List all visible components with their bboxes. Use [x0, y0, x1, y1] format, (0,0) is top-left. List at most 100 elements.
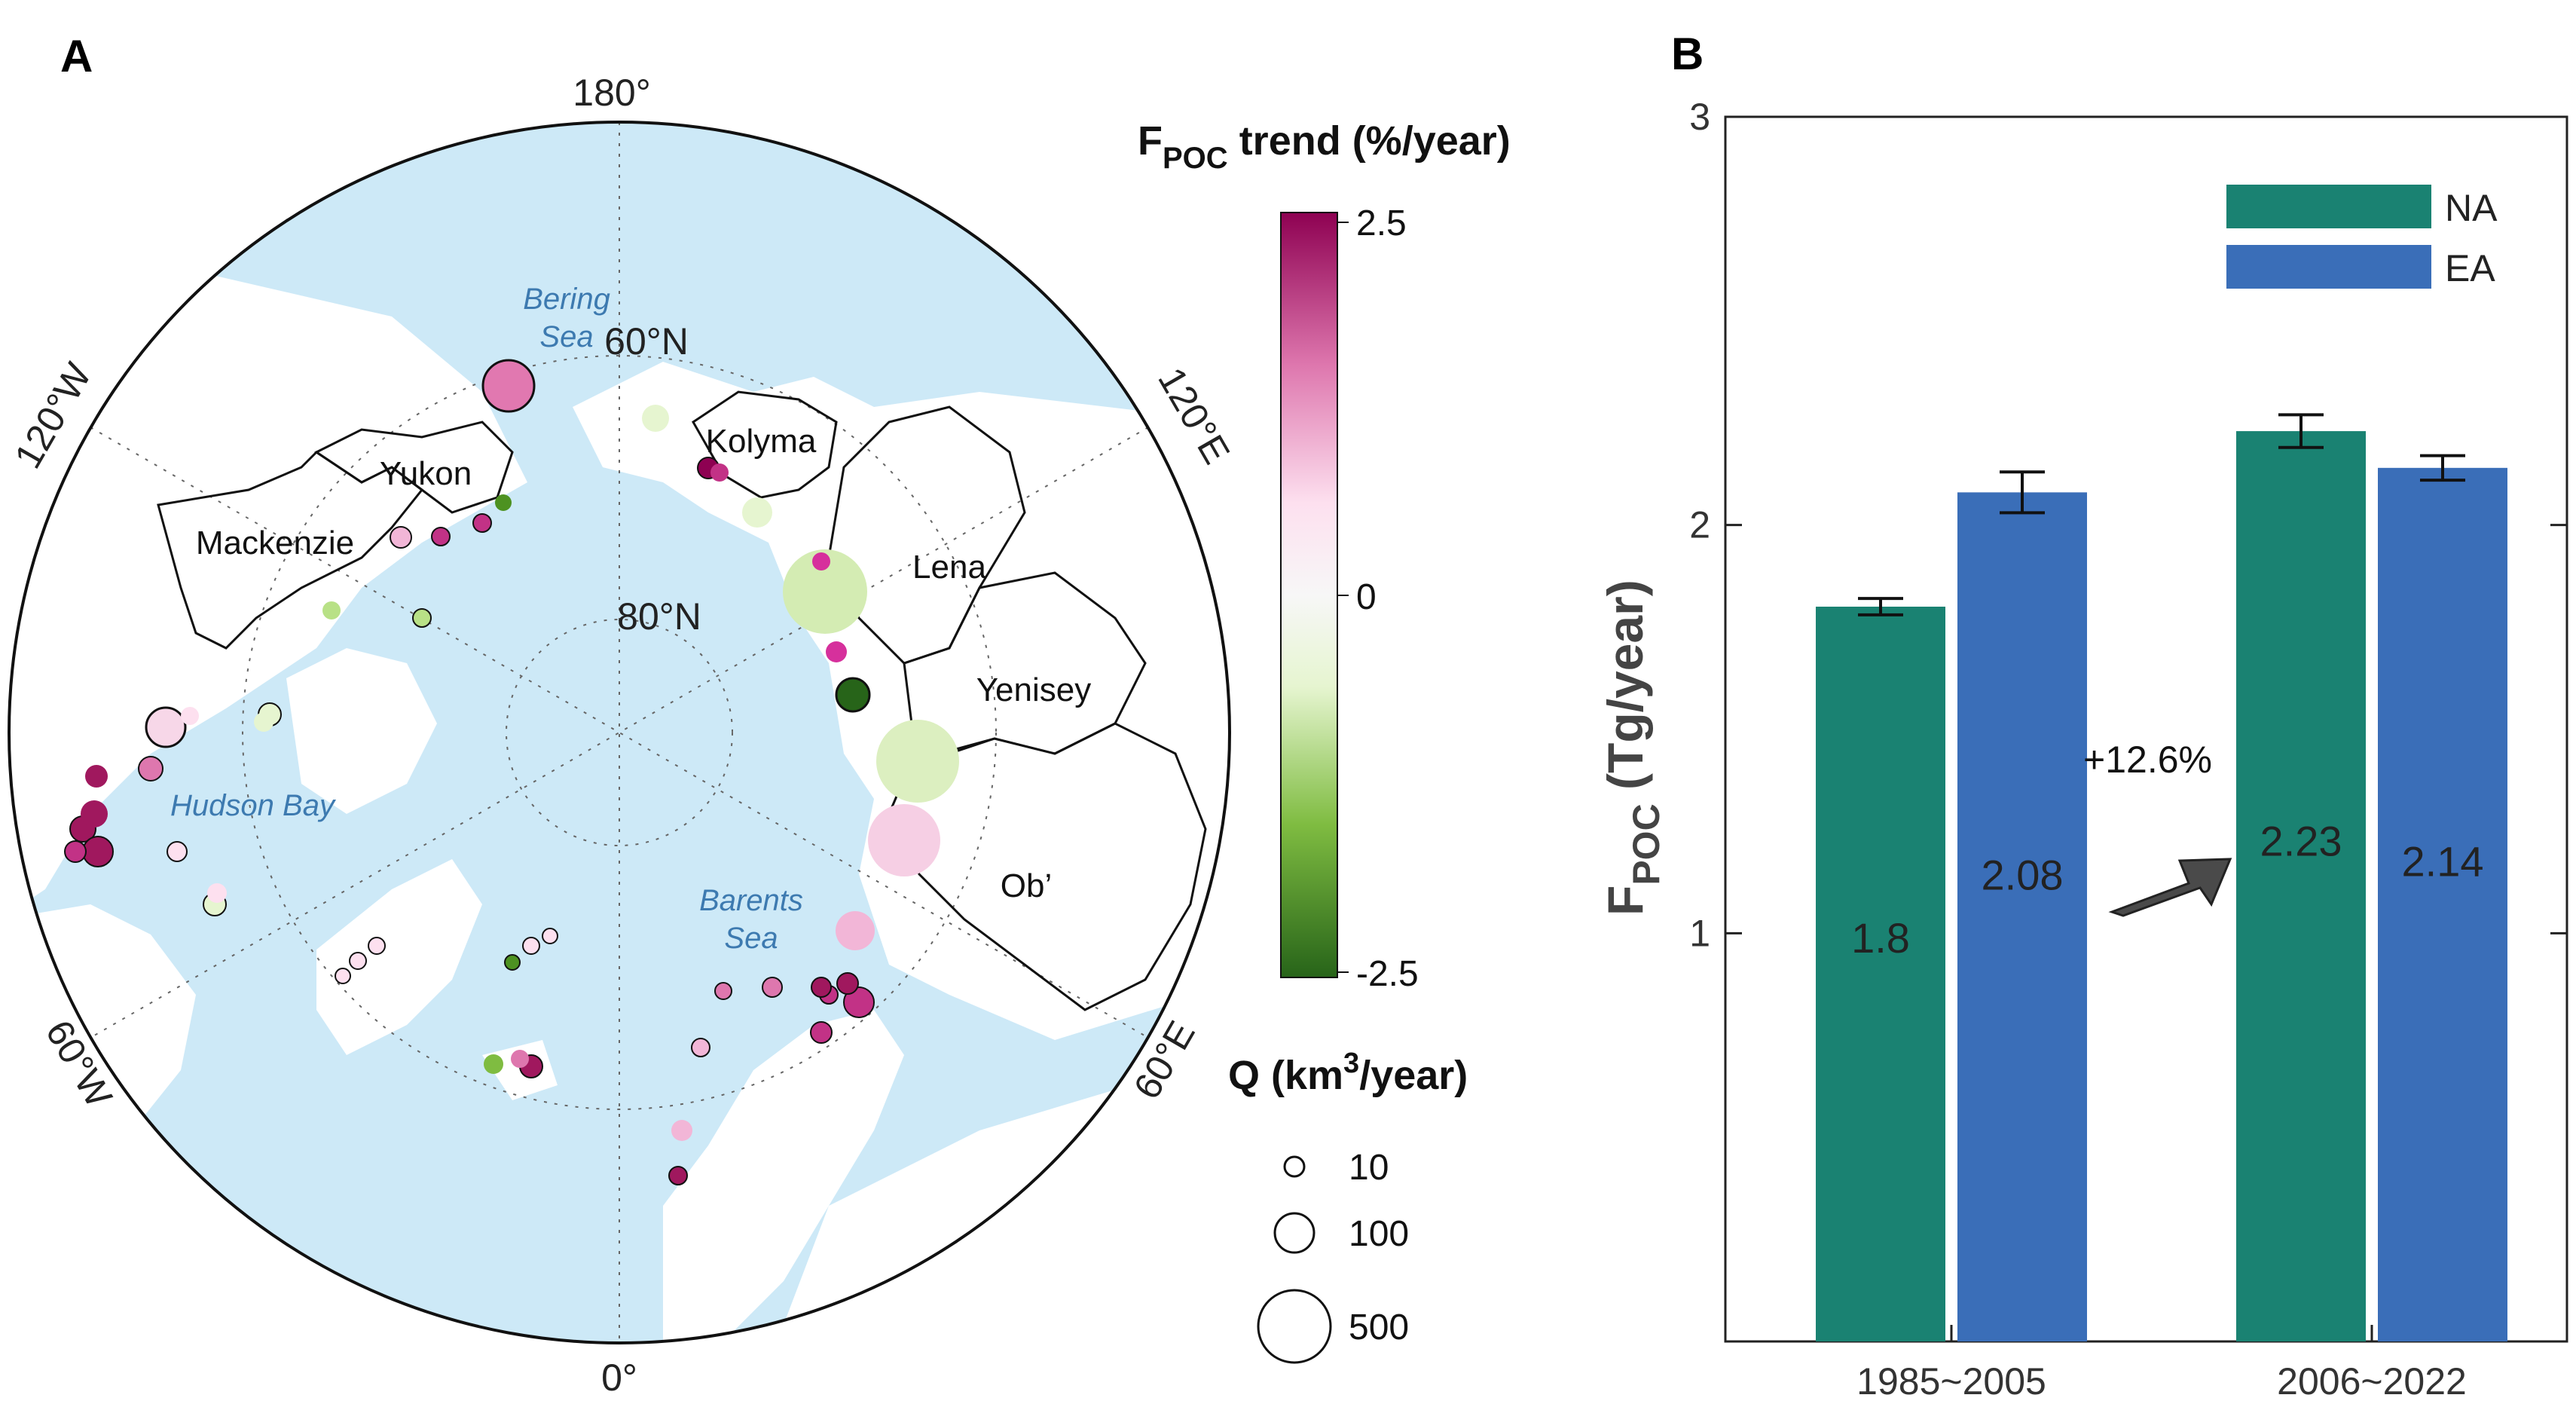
- bar-na-1: [2236, 431, 2366, 1342]
- x-tick-label: 1985~2005: [1856, 1360, 2046, 1402]
- station-marker: [876, 720, 959, 803]
- panel-b-letter: B: [1671, 29, 1704, 79]
- station-marker: [472, 513, 492, 533]
- station-marker: [390, 526, 412, 549]
- station-marker: [542, 928, 558, 944]
- colorbar-gradient: [1280, 212, 1338, 978]
- label-lena: Lena: [912, 549, 986, 586]
- size-legend-title-rest: /year): [1359, 1053, 1468, 1098]
- y-axis-label-sub: POC: [1625, 803, 1667, 885]
- station-marker: [85, 765, 108, 788]
- station-marker: [522, 937, 540, 955]
- label-yenisey: Yenisey: [976, 671, 1092, 708]
- y-tick-label: 2: [1689, 504, 1710, 546]
- label-barents-1: Barents: [699, 884, 803, 917]
- colorbar-label-mid: 0: [1356, 577, 1377, 617]
- station-marker: [836, 911, 875, 950]
- station-marker: [167, 841, 188, 862]
- x-axis: 1985~2005 2006~2022: [1856, 1325, 2467, 1402]
- y-tick-label: 1: [1689, 912, 1710, 954]
- station-marker: [504, 954, 521, 971]
- bar-ea-0: [1957, 492, 2087, 1342]
- land-greenland: [316, 859, 482, 1055]
- size-legend: Q (km3/year) 10 100 500: [1228, 1048, 1468, 1364]
- station-marker: [742, 497, 772, 528]
- size-legend-circle-100: [1273, 1212, 1316, 1254]
- y-axis-label-main: F: [1597, 886, 1653, 916]
- station-marker: [836, 972, 859, 995]
- colorbar-title-sub: POC: [1163, 142, 1228, 175]
- label-ob: Ob’: [1001, 867, 1052, 904]
- station-marker: [145, 706, 187, 748]
- label-mackenzie: Mackenzie: [196, 525, 354, 561]
- basin-kolyma: [692, 390, 838, 499]
- station-marker: [322, 601, 341, 619]
- legend-label-ea: EA: [2445, 247, 2495, 289]
- chart-legend: NA EA: [2226, 185, 2498, 289]
- size-legend-label-10: 10: [1349, 1148, 1389, 1188]
- label-lat-60: 60°N: [604, 320, 689, 362]
- bar-value-label: 2.14: [2402, 837, 2484, 885]
- land-scandinavia: [663, 1010, 904, 1343]
- increase-arrow: [2108, 858, 2232, 917]
- label-lat-80: 80°N: [617, 595, 701, 638]
- station-markers: [64, 359, 959, 1185]
- land-siberia-chukotka: [573, 362, 1230, 1040]
- station-marker: [810, 1021, 833, 1044]
- label-barents-2: Sea: [724, 922, 778, 955]
- label-bering-1: Bering: [523, 283, 610, 316]
- station-marker: [835, 677, 871, 713]
- size-legend-label-500: 500: [1349, 1308, 1409, 1347]
- panel-a-letter: A: [60, 31, 93, 81]
- station-marker: [431, 527, 451, 546]
- lat-80-circle: [506, 619, 733, 846]
- colorbar-title-rest: trend (%/year): [1228, 118, 1511, 164]
- station-marker: [783, 549, 867, 634]
- bars: 1.8 2.08 2.23 2.14: [1816, 413, 2507, 1342]
- station-marker: [811, 977, 832, 998]
- label-0: 0°: [601, 1357, 637, 1399]
- bar-value-label: 1.8: [1851, 914, 1910, 962]
- legend-swatch-na: [2226, 185, 2431, 228]
- label-180: 180°: [573, 72, 650, 114]
- bar-chart: 1 2 3 1.8 2.08 2.23 2.14 1985~2005 2006~2022 F…: [1597, 96, 2568, 1402]
- label-hudson-bay: Hudson Bay: [170, 789, 337, 822]
- map-frame: [8, 121, 1231, 1344]
- y-axis: 1 2 3: [1689, 96, 2567, 954]
- polar-map: 180° 0° 120°W 120°E 60°W 60°E 60°N 80°N …: [6, 72, 1238, 1399]
- land-baffin: [286, 648, 437, 814]
- bar-value-label: 2.08: [1982, 851, 2064, 898]
- station-marker: [207, 883, 227, 903]
- basin-mackenzie: [157, 451, 424, 650]
- station-marker: [64, 840, 87, 863]
- legend-swatch-ea: [2226, 245, 2431, 289]
- station-marker: [349, 952, 367, 970]
- increase-annotation: +12.6%: [2083, 739, 2212, 781]
- legend-label-na: NA: [2445, 187, 2498, 229]
- y-tick-label: 3: [1689, 96, 1710, 138]
- station-marker: [484, 1054, 503, 1074]
- station-marker: [812, 552, 830, 570]
- station-marker: [826, 641, 847, 662]
- station-marker: [412, 608, 432, 628]
- size-legend-circle-500: [1257, 1289, 1332, 1364]
- station-marker: [691, 1038, 710, 1057]
- station-marker: [668, 1166, 688, 1185]
- station-marker: [138, 756, 163, 782]
- y-axis-label-rest: (Tg/year): [1597, 580, 1653, 803]
- colorbar-label-max: 2.5: [1356, 203, 1407, 243]
- size-legend-label-100: 100: [1349, 1214, 1409, 1254]
- station-marker: [82, 836, 114, 867]
- station-marker: [335, 968, 351, 984]
- label-kolyma: Kolyma: [706, 423, 817, 460]
- station-marker: [368, 937, 386, 955]
- size-legend-circle-10: [1283, 1155, 1306, 1178]
- station-marker: [710, 463, 729, 482]
- x-tick-label: 2006~2022: [2277, 1360, 2467, 1402]
- station-marker: [671, 1120, 692, 1141]
- size-legend-title-sup: 3: [1343, 1048, 1359, 1079]
- colorbar: FPOC trend (%/year) 2.5 0 -2.5: [1138, 118, 1511, 994]
- station-marker: [714, 982, 732, 1000]
- land-alaska-canada: [9, 226, 527, 919]
